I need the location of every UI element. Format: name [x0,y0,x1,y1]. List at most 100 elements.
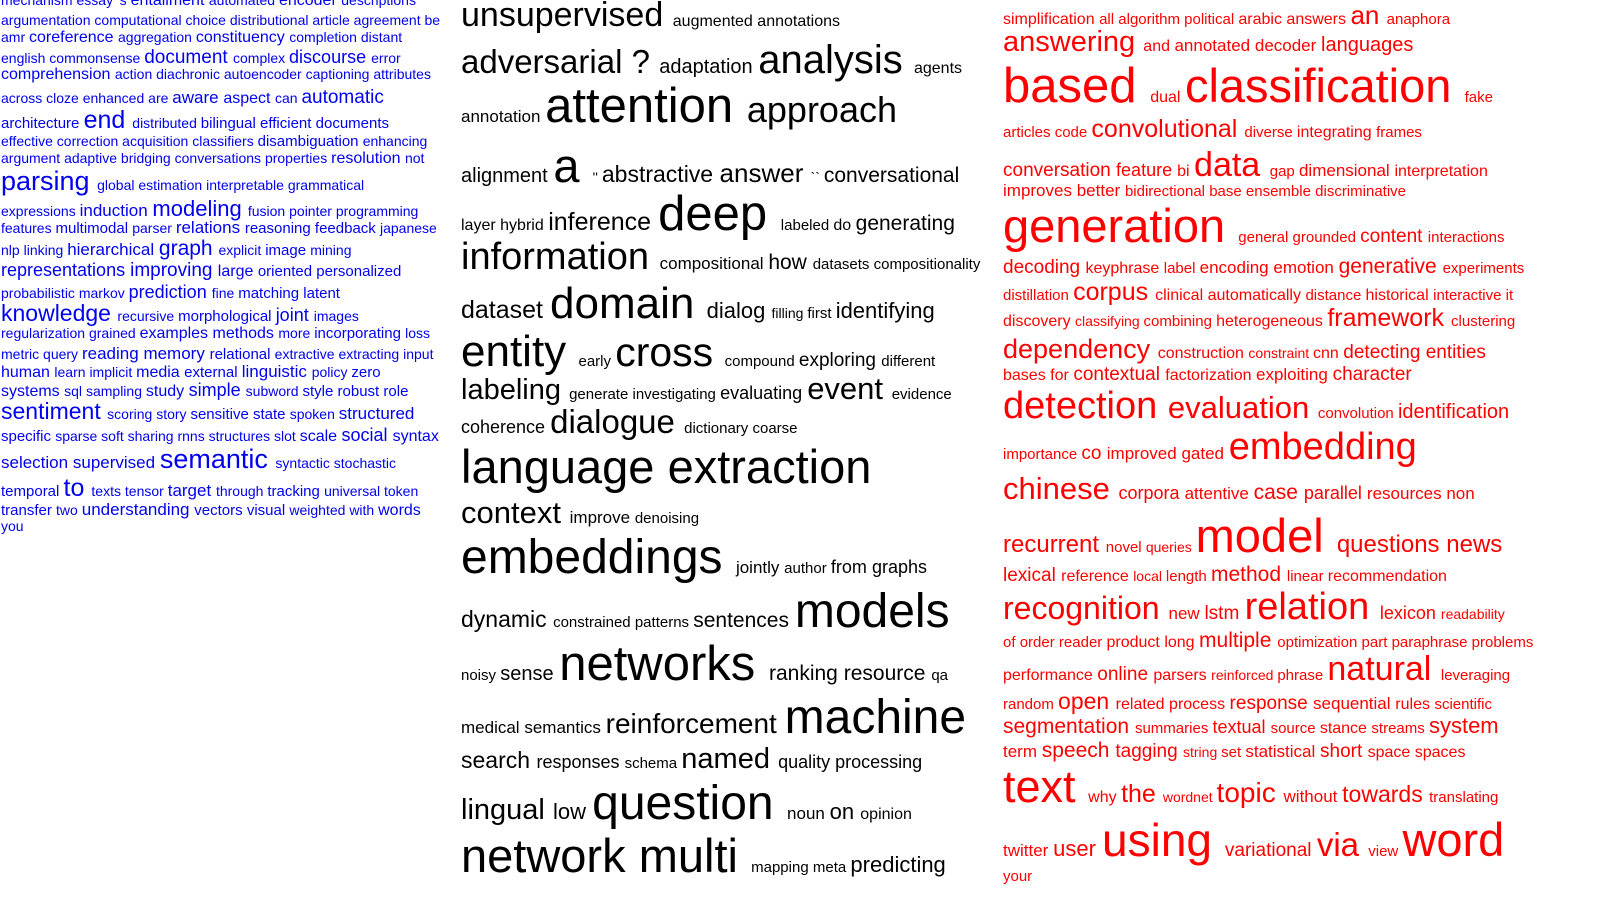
word-cloud-term: construction [1157,345,1244,362]
word-cloud-term: to [63,474,85,502]
word-cloud-term: agreement [353,12,421,28]
word-cloud-term: hierarchical [67,240,155,259]
word-cloud-line: probabilistic markov prediction fine matchin… [1,283,344,301]
word-cloud-term: medical [461,718,520,737]
word-cloud-term: loss [405,325,430,341]
word-cloud-term: adaptation [659,56,753,78]
word-cloud-term: an [1350,0,1380,30]
word-cloud-term: are [148,90,169,106]
word-cloud-term: networks [559,637,756,691]
word-cloud-term: resolution [331,150,401,167]
word-cloud-term: generative [1338,255,1437,278]
word-cloud-term: specific [1,428,52,445]
word-cloud-term: dual [1150,89,1181,106]
word-cloud-term: large [217,263,254,280]
word-cloud-term: joint [275,305,309,325]
word-cloud-term: aggregation [118,29,192,45]
word-cloud-term: improve [569,508,631,527]
word-cloud-term: recurrent [1003,531,1100,558]
word-cloud-term: discourse [289,47,367,67]
word-cloud-term: lingual [461,794,545,826]
word-cloud-term: variational [1224,840,1312,861]
word-cloud-line: dynamic constrained patterns sentences model… [461,588,963,636]
word-cloud-term: rules [1395,696,1430,713]
word-cloud-term: not [404,150,425,166]
word-cloud-term: annotations [757,13,841,30]
word-cloud-term: structured [338,404,415,423]
word-cloud-term: distributed [132,115,197,131]
word-cloud-term: qa [931,667,949,684]
word-cloud-term: first [807,305,832,322]
word-cloud-term: on [829,799,855,824]
word-cloud-line: features multimodal parser relations reasoni… [1,219,441,236]
word-cloud-term: using [1102,814,1213,866]
word-cloud-term: generate [569,386,629,403]
word-cloud-term: distributional [229,12,309,28]
word-cloud-term: ensemble [1245,183,1311,200]
word-cloud-term: response [1229,693,1308,714]
word-cloud-term: supervised [72,453,156,472]
word-cloud-line: specific sparse soft sharing rnns structures s… [1,426,443,445]
word-cloud-term: it [1505,287,1514,304]
word-cloud-term: mechanism [1,0,73,8]
word-cloud-line: unsupervised augmented annotations [461,0,845,32]
word-cloud-term: feedback [314,220,376,237]
word-cloud-term: efficient [260,115,312,132]
word-cloud-term: acquisition [122,133,189,149]
word-cloud-term: abstractive [601,161,714,187]
word-cloud-term: regularization [1,325,86,341]
word-cloud-term: resource [843,662,926,685]
word-cloud-term: corpora [1118,483,1180,503]
word-cloud-term: domain [550,279,695,328]
word-cloud-term: relational [209,346,271,363]
word-cloud-term: ? [631,43,651,80]
word-cloud-term: base [1209,183,1242,200]
word-cloud-term: problems [1471,634,1534,651]
word-cloud-term: simple [188,380,241,400]
word-cloud-term: string [1183,744,1218,760]
word-cloud-term: evaluation [1167,390,1310,425]
word-cloud-line: lingual low question noun on opinion [461,780,916,828]
word-cloud-term: knowledge [1,300,111,326]
word-cloud-term: representations [1,260,126,280]
word-cloud-term: embeddings [461,531,723,584]
word-cloud-line: parsing global estimation interpretable gram… [1,168,368,195]
word-cloud-term: through [215,483,264,499]
word-cloud-term: state [253,406,286,423]
word-cloud-term: documents [315,115,390,132]
word-cloud-line: your [1003,869,1036,884]
word-cloud-term: random [1003,696,1054,713]
word-cloud-term: textual [1212,717,1266,737]
word-cloud-term: mapping [751,859,809,876]
word-cloud-line: layer hybrid inference deep labeled do generat… [461,190,961,239]
word-cloud-term: detection [1003,385,1158,427]
word-cloud-term: experiments [1442,260,1525,277]
word-cloud-term: probabilistic [1,285,75,301]
word-cloud-line: conversation feature bi data gap dimensional i… [1003,148,1492,182]
word-cloud-term: convolutional [1091,115,1238,143]
word-cloud-term: queries [1145,539,1192,555]
word-cloud-term: embedding [1228,426,1417,468]
word-cloud-term: input [403,346,434,362]
word-cloud-term: and [1143,38,1170,55]
word-cloud-term: oriented [257,263,313,280]
word-cloud-term: ranking [768,662,838,685]
word-cloud-term: answer [719,158,804,188]
word-cloud-term: automatically [1207,287,1301,304]
word-cloud-term: the [1121,780,1156,808]
word-cloud-term: words [378,502,421,519]
word-cloud-term: dialog [706,298,766,323]
word-cloud-term: aware [172,88,219,107]
word-cloud-middle-column: unsupervised augmented annotations adversar… [461,0,1001,906]
word-cloud-term: dataset [461,296,544,324]
word-cloud-term: method [1210,563,1281,586]
word-cloud-term: hybrid [500,217,544,234]
word-cloud-term: denoising [634,510,700,527]
word-cloud-line: articles code convolutional diverse integrat… [1003,117,1426,142]
word-cloud-term: integrating [1296,124,1372,141]
word-cloud-term: languages [1321,34,1414,56]
word-cloud-term: reasoning [244,220,311,237]
word-cloud-line: context improve denoising [461,497,703,528]
word-cloud-term: phrase [1277,667,1324,684]
word-cloud-line: human learn implicit media external linguisti… [1,363,385,381]
